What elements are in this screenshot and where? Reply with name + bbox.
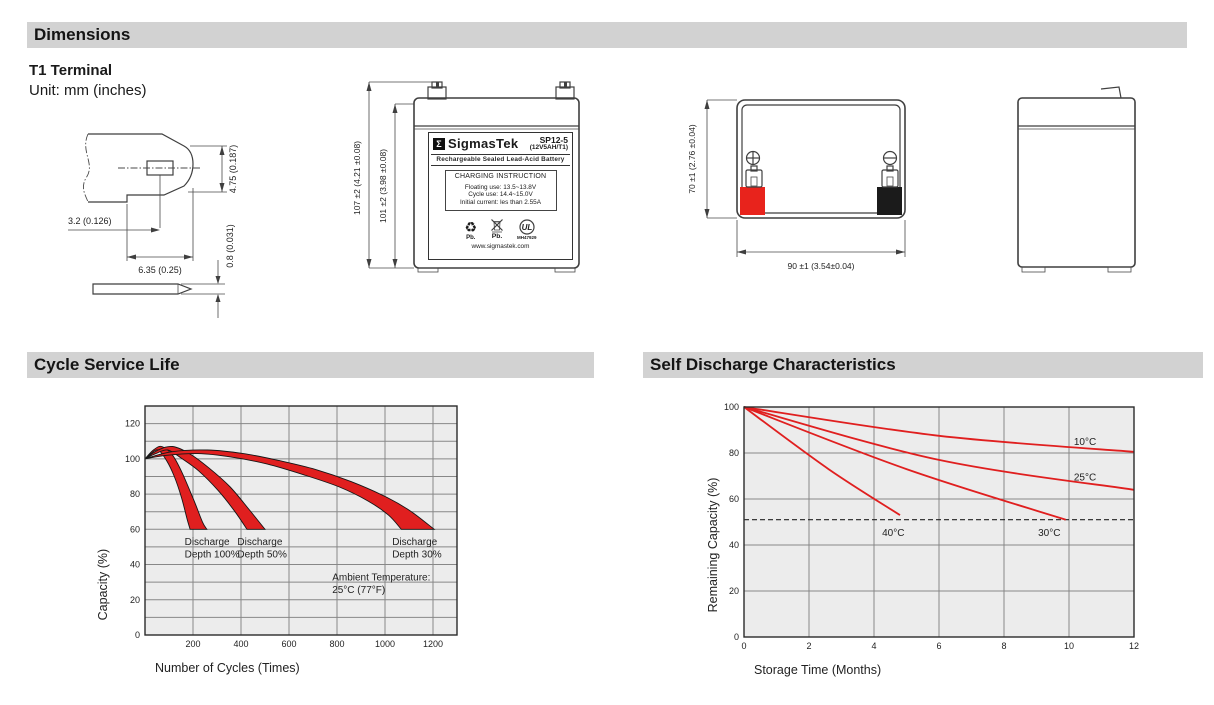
front-terminal-right [555,86,575,100]
svg-text:2: 2 [806,641,811,651]
terminal-type-heading: T1 Terminal [29,62,113,79]
svg-text:800: 800 [329,639,344,649]
svg-text:20: 20 [130,595,140,605]
self-discharge-chart: 10°C 25°C 30°C 40°C 0 2 4 6 8 10 12 0 20 40 60 80 100 Sto… [706,402,1139,677]
chart-annotation: Discharge [185,537,230,548]
y-axis-label: Remaining Capacity (%) [706,478,720,613]
chart-annotation: Discharge [392,537,437,548]
positive-symbol [745,150,761,166]
svg-text:12: 12 [1129,641,1139,651]
svg-text:1000: 1000 [375,639,395,649]
thickness-dim-label: 0.8 (0.031) [225,224,235,268]
chart-annotation: Depth 100% [185,550,240,561]
svg-text:80: 80 [130,489,140,499]
front-view-drawing: 107 ±2 (4.21 ±0.08) 101 ±2 (3.98 ±0.08) … [352,78,592,293]
x-axis-label: Number of Cycles (Times) [155,661,300,675]
y-axis-label: Capacity (%) [96,549,110,621]
svg-text:20: 20 [729,586,739,596]
battery-label: Σ SigmasTek SP12-5 (12V5AH/T1) Rechargea… [428,132,573,260]
svg-text:120: 120 [125,419,140,429]
positive-terminal-block [740,187,765,215]
svg-text:60: 60 [130,524,140,534]
svg-text:8: 8 [1001,641,1006,651]
svg-text:UL: UL [521,223,532,232]
svg-text:6: 6 [936,641,941,651]
chart-annotation: 25°C (77°F) [332,585,385,596]
label-subtitle: Rechargeable Sealed Lead-Acid Battery [436,156,565,164]
discharge-band [144,449,436,530]
width-dim-label: 6.35 (0.25) [138,265,182,275]
ul-mark-icon: UL MH47929 [517,219,537,241]
svg-text:100: 100 [724,402,739,412]
case-height-dim-label: 101 ±2 (3.98 ±0.08) [378,149,388,223]
chart-annotation: Discharge [237,537,282,548]
svg-text:80: 80 [729,448,739,458]
svg-text:200: 200 [185,639,200,649]
top-terminal-right [881,165,899,188]
svg-text:0: 0 [135,630,140,640]
side-view-drawing [1017,86,1136,273]
svg-text:0: 0 [741,641,746,651]
series-line [743,406,901,516]
terminal-detail-drawing: 3.2 (0.126) 6.35 (0.25) 4.75 (0.187) 0.8… [68,133,238,318]
cycle-service-life-chart: 200 400 600 800 1000 1200 0 20 40 60 80 100 120 Disch… [96,405,458,675]
cycle-title: Cycle Service Life [34,355,180,374]
brand-name: SigmasTek [448,136,519,152]
section-header-cycle-service-life: Cycle Service Life [27,352,594,378]
dimensions-title: Dimensions [34,25,131,44]
series-line [743,406,1135,491]
series-label: 40°C [882,528,904,539]
svg-text:4: 4 [871,641,876,651]
series-label: 30°C [1038,528,1060,539]
website-url: www.sigmastek.com [471,242,530,250]
svg-text:600: 600 [281,639,296,649]
svg-text:60: 60 [729,494,739,504]
chart-annotation: Depth 50% [237,550,287,561]
negative-symbol [882,150,898,166]
charging-title: CHARGING INSTRUCTION [454,172,547,180]
rating-text: (12V5AH/T1) [529,143,568,151]
section-header-dimensions: Dimensions [27,22,1187,48]
unit-note: Unit: mm (inches) [29,82,147,99]
series-label: 25°C [1074,473,1096,484]
width-dim-label: 90 ±1 (3.54±0.04) [788,261,855,271]
charging-line-2: Cycle use: 14.4~15.0V [468,191,533,199]
chart-annotation: Depth 30% [392,550,442,561]
sigma-logo-icon: Σ [433,137,445,150]
model-number: SP12-5 [539,135,568,145]
front-view-outline: 107 ±2 (4.21 ±0.08) 101 ±2 (3.98 ±0.08) [352,81,580,273]
chart-annotation: Ambient Temperature: [332,572,430,583]
height-dim-label: 4.75 (0.187) [228,145,238,194]
svg-text:100: 100 [125,454,140,464]
series-label: 10°C [1074,437,1096,448]
top-terminal-left [745,165,763,188]
section-header-self-discharge: Self Discharge Characteristics [643,352,1203,378]
charging-line-3: Initial current: les than 2.55A [460,198,541,206]
charging-line-1: Floating use: 13.5~13.8V [464,183,537,191]
front-terminal-left [427,86,447,100]
charging-instruction-box: CHARGING INSTRUCTION Floating use: 13.5~… [444,169,557,211]
series-line [743,406,1135,453]
label-brand-row: Σ SigmasTek SP12-5 (12V5AH/T1) [429,133,572,154]
self-discharge-title: Self Discharge Characteristics [650,355,896,374]
svg-text:40: 40 [729,540,739,550]
x-axis-label: Storage Time (Months) [754,663,881,677]
svg-text:40: 40 [130,560,140,570]
top-view-drawing: 70 ±1 (2.76 ±0.04) 90 ±1 (3.54±0.04) [687,99,906,271]
svg-text:10: 10 [1064,641,1074,651]
svg-text:400: 400 [233,639,248,649]
svg-text:0: 0 [734,632,739,642]
recycle-pb-icon: ♻ Pb. [464,218,478,241]
overall-height-dim-label: 107 ±2 (4.21 ±0.08) [352,141,362,215]
no-trash-pb-icon: Pb. [490,218,504,241]
series-line [743,406,1067,521]
depth-dim-label: 70 ±1 (2.76 ±0.04) [687,124,697,194]
svg-text:1200: 1200 [423,639,443,649]
side-terminal-tab [1100,86,1122,99]
negative-terminal-block [877,187,902,215]
hole-dim-label: 3.2 (0.126) [68,216,112,226]
